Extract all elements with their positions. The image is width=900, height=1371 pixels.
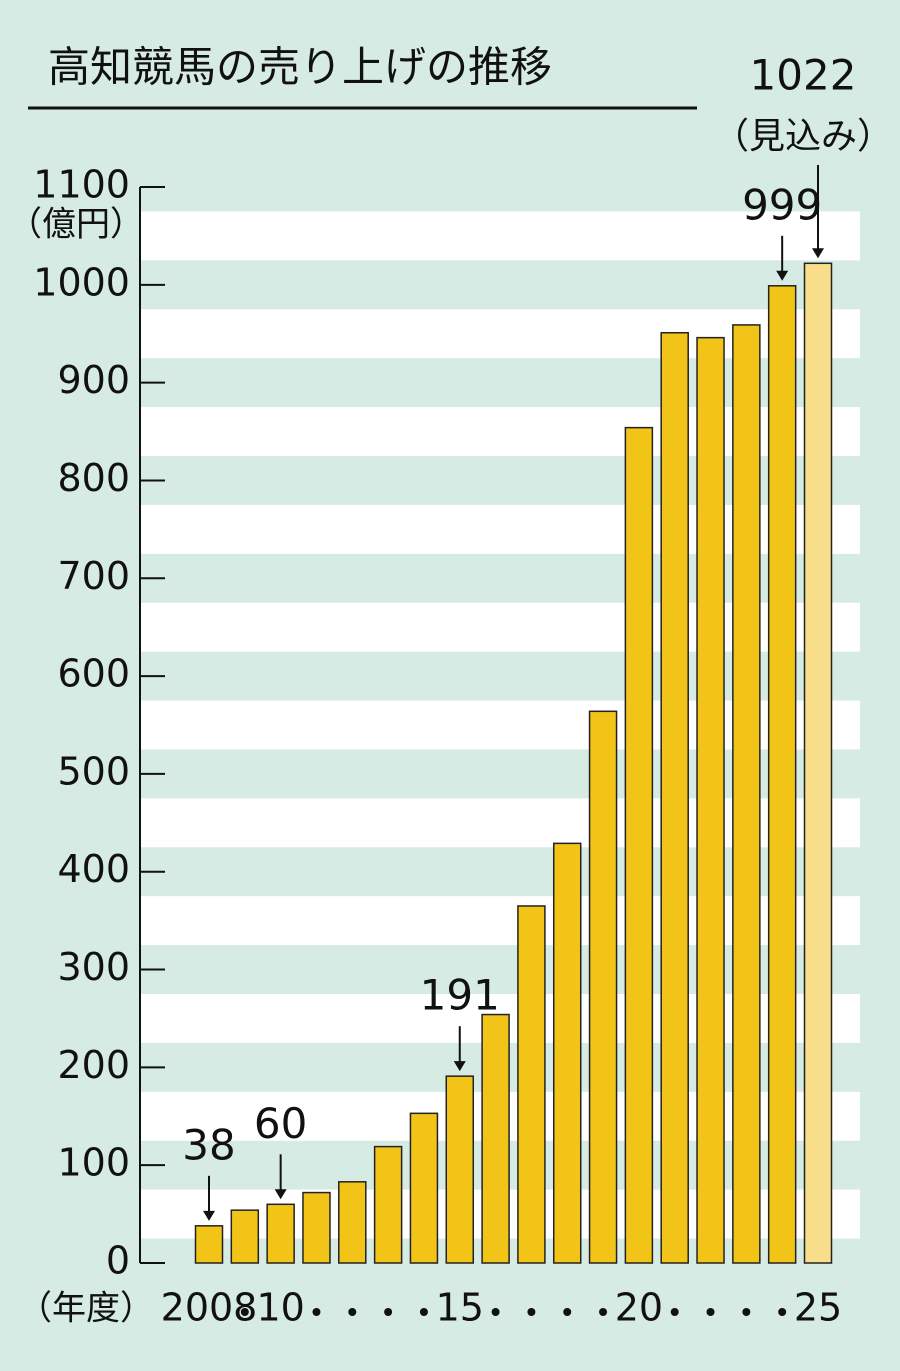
y-tick-label: 1000 [33,260,130,304]
bar [552,842,582,1264]
data-label: 60 [254,1099,307,1148]
y-tick-label: 300 [57,945,130,989]
bar [373,1145,403,1264]
arrow-head [776,270,789,281]
chart-title: 高知競馬の売り上げの推移 [48,43,552,92]
arrow-head [812,248,824,259]
bar [338,1181,367,1264]
x-dot [599,1308,608,1316]
y-tick-label: 800 [57,456,130,500]
bar [517,905,546,1264]
x-tick-label: 10 [256,1286,304,1330]
y-axis-label: （億円） [8,205,144,245]
bar [445,1075,475,1264]
x-dot [563,1308,572,1316]
y-tick-label: 600 [57,652,130,696]
data-label: 191 [420,971,500,1020]
annotation: （見込み） [713,116,893,157]
stripe [140,211,860,261]
bar [588,710,618,1264]
y-tick-label: 200 [57,1043,130,1087]
x-dot [348,1308,357,1316]
x-dot [527,1308,536,1316]
bar [660,331,689,1264]
data-label: 999 [742,180,822,229]
x-tick-label: 2008 [161,1286,258,1330]
bar [803,262,833,1264]
x-dot [491,1308,500,1316]
y-tick-label: 0 [106,1239,130,1283]
bar [696,336,725,1264]
x-dot [384,1308,393,1316]
y-tick-label: 700 [57,554,130,598]
y-tick-label: 100 [57,1141,130,1185]
x-dot [778,1308,787,1316]
bar [767,285,797,1264]
data-label: 1022 [750,51,857,100]
x-tick-label: 15 [436,1286,484,1330]
bar [732,324,761,1264]
bar [409,1112,439,1264]
bar [302,1191,331,1264]
y-tick-label: 900 [57,358,130,402]
bar [230,1209,260,1264]
x-tick-label: 25 [794,1286,842,1330]
x-dot [742,1308,751,1316]
arrow-head [274,1189,287,1200]
x-dot [240,1308,249,1316]
arrow-head [203,1210,215,1221]
bar [194,1225,224,1264]
bar [481,1013,510,1264]
y-tick-label: 1100 [33,163,130,207]
x-dot [419,1308,428,1316]
bar [266,1203,295,1264]
bar [624,426,654,1264]
x-dot [706,1308,715,1316]
x-tick-label: 20 [615,1286,663,1330]
y-tick-label: 500 [57,749,130,793]
data-label: 38 [182,1120,235,1169]
x-dot [670,1308,679,1316]
y-tick-label: 400 [57,847,130,891]
arrow-head [453,1061,466,1072]
x-axis-label: （年度） [18,1289,154,1329]
x-dot [312,1308,321,1316]
